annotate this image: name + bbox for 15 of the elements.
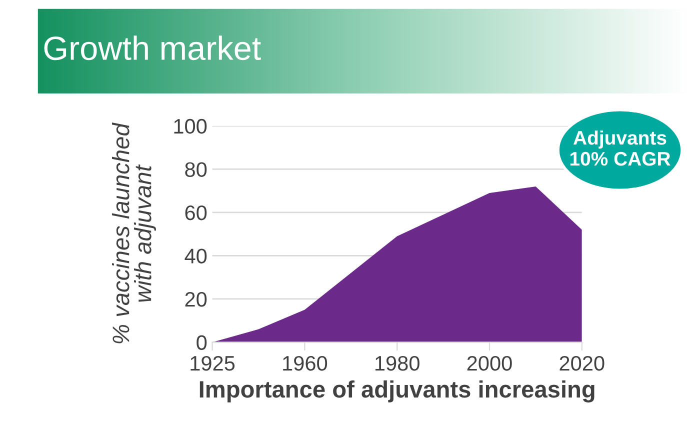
y-tick-label: 20: [185, 292, 207, 307]
y-tick-label: 60: [185, 205, 207, 220]
annotation: Adjuvants 10% CAGR: [570, 130, 670, 166]
y-tick-label: 80: [185, 162, 207, 177]
x-tick-label: 1960: [283, 356, 328, 371]
y-tick-label: 0: [196, 335, 207, 350]
y-tick-label: 100: [174, 118, 207, 134]
chart-title: Growth market: [44, 36, 261, 60]
x-tick-label: 1925: [190, 356, 235, 371]
x-tick-label: 1980: [376, 356, 420, 371]
x-axis-title: Importance of adjuvants increasing: [200, 380, 594, 402]
y-tick-label: 40: [184, 248, 207, 264]
x-tick-label: 2000: [467, 356, 512, 371]
y-axis-title: % vaccines launched with adjuvant: [112, 122, 156, 344]
x-tick-label: 2020: [560, 356, 604, 371]
